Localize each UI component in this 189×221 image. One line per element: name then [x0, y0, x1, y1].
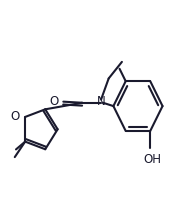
Text: OH: OH [143, 153, 161, 166]
Text: O: O [11, 110, 20, 124]
Text: O: O [49, 95, 59, 108]
Text: N: N [97, 95, 105, 108]
